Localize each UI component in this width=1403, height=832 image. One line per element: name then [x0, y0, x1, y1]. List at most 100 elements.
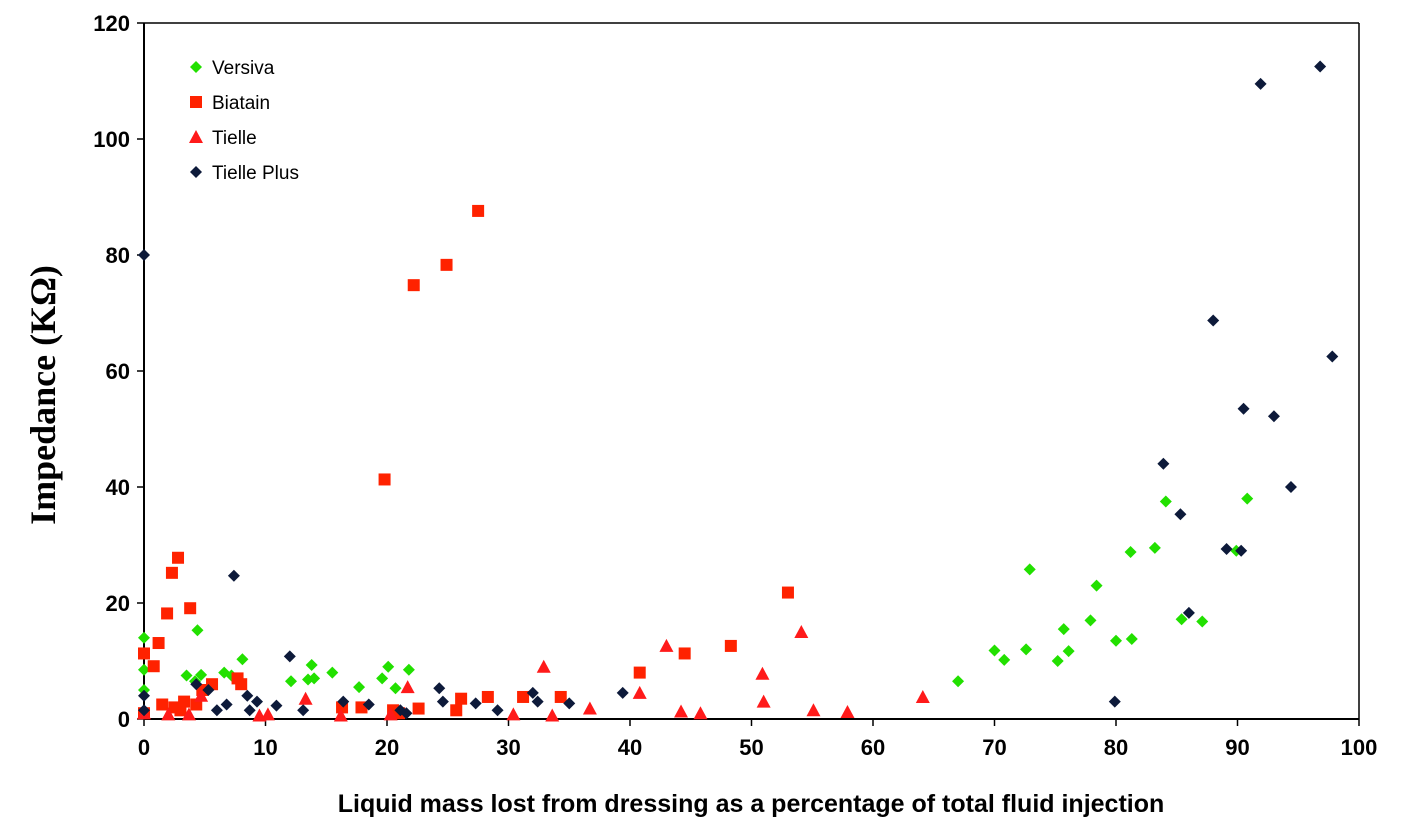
biatain-point	[156, 698, 169, 711]
x-tick-label: 20	[375, 735, 399, 760]
versiva-point	[138, 663, 150, 676]
versiva-point	[1196, 615, 1209, 628]
versiva-point	[1057, 623, 1070, 636]
versiva-point	[402, 663, 415, 676]
biatain-point	[235, 678, 248, 691]
tielle-plus-point	[1220, 543, 1233, 556]
versiva-point	[236, 653, 249, 666]
y-tick-label: 0	[118, 707, 130, 732]
versiva-point	[195, 668, 208, 681]
tielle-plus-point	[469, 697, 482, 710]
tielle-point	[161, 707, 176, 721]
biatain-point	[407, 279, 420, 292]
tielle-point	[806, 703, 821, 717]
tielle-point	[506, 707, 521, 721]
biatain-point	[472, 204, 485, 217]
tielle-plus-point	[190, 678, 203, 691]
legend-marker-tielle	[189, 130, 203, 143]
legend-marker-versiva	[190, 61, 202, 73]
versiva-point	[1159, 495, 1172, 508]
tielle-point	[756, 694, 771, 708]
tielle-point	[693, 706, 708, 720]
biatain-point	[517, 690, 530, 703]
tielle-plus-point	[400, 707, 413, 720]
biatain-point	[455, 692, 468, 705]
biatain-point	[781, 586, 794, 599]
versiva-point	[1090, 579, 1103, 592]
biatain-point	[412, 702, 425, 715]
tielle-plus-point	[138, 689, 150, 702]
versiva-point	[1175, 613, 1188, 626]
tielle-plus-point	[270, 699, 283, 712]
tielle-point	[659, 638, 674, 652]
versiva-point	[1241, 492, 1254, 505]
legend-label-versiva: Versiva	[212, 58, 275, 79]
tielle-plus-point	[1326, 350, 1339, 363]
x-tick-label: 50	[739, 735, 763, 760]
tielle-point	[674, 704, 689, 718]
biatain-point	[152, 637, 165, 650]
tielle-plus-point	[616, 686, 629, 699]
y-tick-label: 100	[93, 127, 130, 152]
x-axis-label: Liquid mass lost from dressing as a perc…	[338, 790, 1165, 818]
tielle-point	[545, 708, 560, 722]
tielle-point	[582, 701, 597, 715]
tielle-point	[333, 708, 348, 722]
tielle-point	[194, 688, 209, 702]
tielle-plus-point	[1267, 410, 1280, 423]
versiva-point	[376, 672, 389, 685]
tielle-point	[755, 666, 770, 680]
versiva-point	[382, 660, 395, 673]
versiva-point	[305, 659, 318, 672]
biatain-point	[138, 647, 150, 660]
tielle-plus-point	[241, 689, 254, 702]
legend-label-tielle: Tielle	[212, 128, 257, 149]
tielle-point	[383, 707, 398, 721]
tielle-plus-point	[1207, 314, 1220, 327]
tielle-plus-point	[250, 695, 263, 708]
x-tick-label: 90	[1225, 735, 1249, 760]
legend: Versiva Biatain Tielle Tielle Plus	[189, 58, 299, 184]
versiva-point	[1125, 632, 1138, 645]
legend-marker-biatain	[190, 96, 202, 108]
tielle-plus-point	[436, 695, 449, 708]
x-tick-label: 30	[496, 735, 520, 760]
x-tick-label: 60	[861, 735, 885, 760]
x-tick-label: 10	[253, 735, 277, 760]
y-tick-label: 120	[93, 11, 130, 36]
tielle-point	[400, 680, 415, 694]
legend-label-biatain: Biatain	[212, 93, 270, 114]
tielle-plus-point	[220, 698, 233, 711]
biatain-point	[481, 690, 494, 703]
legend-label-tielle-plus: Tielle Plus	[212, 163, 299, 184]
tielle-plus-point	[210, 704, 223, 717]
versiva-point	[1124, 545, 1137, 558]
tielle-point	[181, 707, 196, 721]
tielle-plus-point	[283, 650, 296, 663]
versiva-point	[952, 675, 965, 688]
versiva-point	[180, 669, 193, 682]
x-tick-label: 40	[618, 735, 642, 760]
tielle-plus-point	[531, 695, 544, 708]
biatain-point	[440, 258, 453, 271]
versiva-point	[1148, 541, 1161, 554]
tielle-plus-point	[1157, 457, 1170, 470]
legend-marker-tielle-plus	[190, 166, 202, 178]
versiva-point	[326, 666, 339, 679]
y-ticks: 0 20 40 60 80 100 120	[93, 11, 144, 732]
tielle-plus-point	[138, 704, 150, 717]
tielle-point	[536, 659, 551, 673]
tielle-plus-point	[491, 704, 504, 717]
tielle-point	[260, 707, 275, 721]
biatain-point	[678, 647, 691, 660]
y-tick-label: 80	[106, 243, 130, 268]
tielle-point	[794, 625, 809, 638]
y-tick-label: 40	[106, 475, 130, 500]
tielle-point	[915, 689, 930, 703]
biatain-point	[450, 704, 463, 717]
tielle-plus-point	[243, 704, 256, 717]
tielle-plus-point	[1237, 402, 1250, 415]
tielle-plus-point	[563, 697, 576, 710]
versiva-point	[191, 624, 204, 637]
tielle-plus-point	[202, 684, 215, 696]
